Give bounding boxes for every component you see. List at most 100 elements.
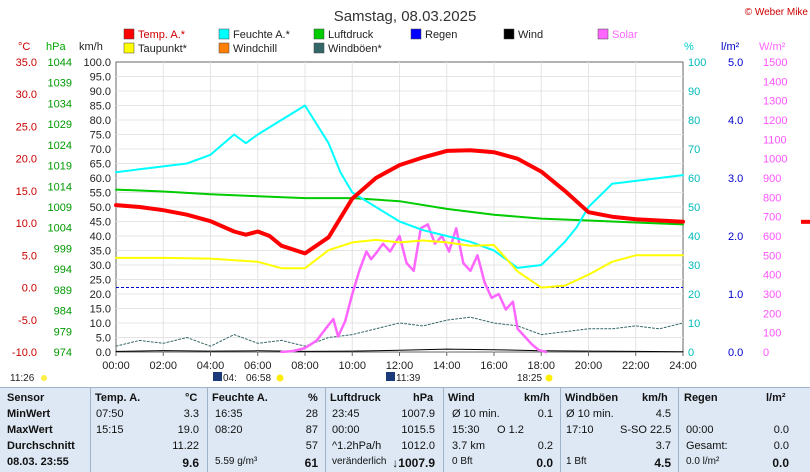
gust-value: 3.7 — [655, 440, 671, 452]
humidity-tick: 80 — [688, 115, 700, 127]
solar-tick: 0 — [763, 347, 769, 359]
row-label: MinWert — [7, 408, 51, 420]
header-rain: Regen — [684, 392, 718, 404]
x-tick-label: 08:00 — [291, 360, 319, 372]
x-tick-label: 02:00 — [149, 360, 177, 372]
humidity-value: 28 — [305, 408, 318, 420]
series-line-tempa — [114, 148, 685, 256]
wind-tick: 25.0 — [90, 275, 111, 287]
header-hum-unit: % — [308, 392, 318, 404]
legend-label: Feuchte A.* — [233, 29, 291, 41]
pressure-time: 00:00 — [332, 424, 360, 436]
moonrise-time: 11:26 — [10, 373, 35, 384]
wind-info: 15:30 — [452, 424, 480, 436]
pressure-tick: 1019 — [48, 161, 72, 173]
wind-tick: 95.0 — [90, 72, 111, 84]
wind-tick: 60.0 — [90, 173, 111, 185]
series-line-wind — [115, 348, 684, 353]
rain-tick: 3.0 — [728, 173, 743, 185]
x-tick-label: 24:00 — [669, 360, 697, 372]
x-tick-label: 00:00 — [102, 360, 130, 372]
rain-axis-unit: l/m² — [721, 41, 740, 53]
wind-tick: 100.0 — [83, 57, 111, 69]
wind-tick: 0.0 — [96, 347, 111, 359]
solar-tick: 500 — [763, 250, 781, 262]
series-line-windben — [115, 316, 684, 347]
solar-tick: 400 — [763, 270, 781, 282]
legend-swatch — [123, 28, 135, 40]
pressure-value: 1007.9 — [401, 408, 435, 420]
pressure-tick: 1014 — [48, 181, 72, 193]
wind-tick: 45.0 — [90, 217, 111, 229]
y-axis-ticks: 35.0 30.0 25.0 20.0 15.0 10.0 5.0 0.0 -5.0 -10.0 1… — [12, 57, 788, 359]
pressure-tick: 1009 — [48, 202, 72, 214]
sunset-time: 18:25 — [517, 373, 542, 384]
header-press-unit: hPa — [413, 392, 434, 404]
header-gust: Windböen — [565, 392, 619, 404]
temp-tick: 10.0 — [16, 218, 37, 230]
wind-value: 0.0 — [536, 456, 553, 470]
wind-tick: 70.0 — [90, 144, 111, 156]
wind-tick: 65.0 — [90, 159, 111, 171]
x-tick-label: 06:00 — [244, 360, 272, 372]
temp-time: 07:50 — [96, 408, 124, 420]
sunrise-icon — [276, 374, 284, 382]
x-tick-label: 18:00 — [527, 360, 555, 372]
credit-text: © Weber Mike — [745, 7, 809, 18]
solar-tick: 1300 — [763, 96, 787, 108]
legend-swatch — [410, 28, 422, 40]
pressure-tick: 1024 — [48, 140, 72, 152]
sunset-icon — [545, 374, 553, 382]
wind-tick: 75.0 — [90, 130, 111, 142]
rain-tick: 0.0 — [728, 347, 743, 359]
humidity-tick: 100 — [688, 57, 706, 69]
rain-value: 0.0 — [772, 456, 789, 470]
header-temp-unit: °C — [185, 392, 198, 404]
sun-label-04: 04: — [223, 373, 237, 384]
rain-tick: 5.0 — [728, 57, 743, 69]
wind-tick: 90.0 — [90, 86, 111, 98]
row-label: MaxWert — [7, 424, 53, 436]
solar-tick: 1100 — [763, 134, 787, 146]
legend-swatch — [123, 42, 135, 54]
pressure-value: 1012.0 — [401, 440, 435, 452]
moon-icon — [41, 375, 47, 381]
header-wind: Wind — [448, 392, 475, 404]
rain-tick: 2.0 — [728, 231, 743, 243]
temp-tick: -5.0 — [18, 315, 37, 327]
solar-axis-unit: W/m² — [759, 41, 786, 53]
temp-tick: 20.0 — [16, 154, 37, 166]
pressure-tick: 979 — [54, 326, 72, 338]
solar-tick: 1400 — [763, 76, 787, 88]
temp-tick: 15.0 — [16, 186, 37, 198]
x-tick-label: 14:00 — [433, 360, 461, 372]
pressure-tick: 984 — [54, 306, 72, 318]
chart-legend: Temp. A.* Feuchte A.* Luftdruck Regen Wind So… — [123, 28, 638, 55]
rain-tick: 1.0 — [728, 289, 743, 301]
humidity-tick: 60 — [688, 173, 700, 185]
humidity-tick: 10 — [688, 318, 700, 330]
wind-info: Ø 10 min. — [452, 408, 500, 420]
chart-title: Samstag, 08.03.2025 — [334, 8, 477, 25]
wind-tick: 20.0 — [90, 289, 111, 301]
solar-tick: 200 — [763, 308, 781, 320]
legend-swatch — [218, 28, 230, 40]
wind-value: 0.2 — [537, 440, 553, 452]
pressure-tick: 994 — [54, 264, 72, 276]
rain-info: 0.0 l/m² — [686, 456, 720, 467]
humidity-tick: 70 — [688, 144, 700, 156]
humidity-tick: 50 — [688, 202, 700, 214]
solar-tick: 1000 — [763, 154, 787, 166]
temp-tick: 30.0 — [16, 89, 37, 101]
pressure-tick: 999 — [54, 243, 72, 255]
solar-tick: 100 — [763, 328, 781, 340]
temp-tick: 5.0 — [22, 250, 37, 262]
solar-tick: 900 — [763, 173, 781, 185]
axis-units: °C hPa km/h% l/m² W/m² — [18, 41, 786, 53]
pressure-value: 1015.5 — [401, 424, 435, 436]
legend-swatch — [313, 42, 325, 54]
legend-swatch — [503, 28, 515, 40]
humidity-time: 08:20 — [215, 424, 243, 436]
header-rain-unit: l/m² — [766, 392, 786, 404]
temp-value: 11.22 — [172, 440, 199, 452]
